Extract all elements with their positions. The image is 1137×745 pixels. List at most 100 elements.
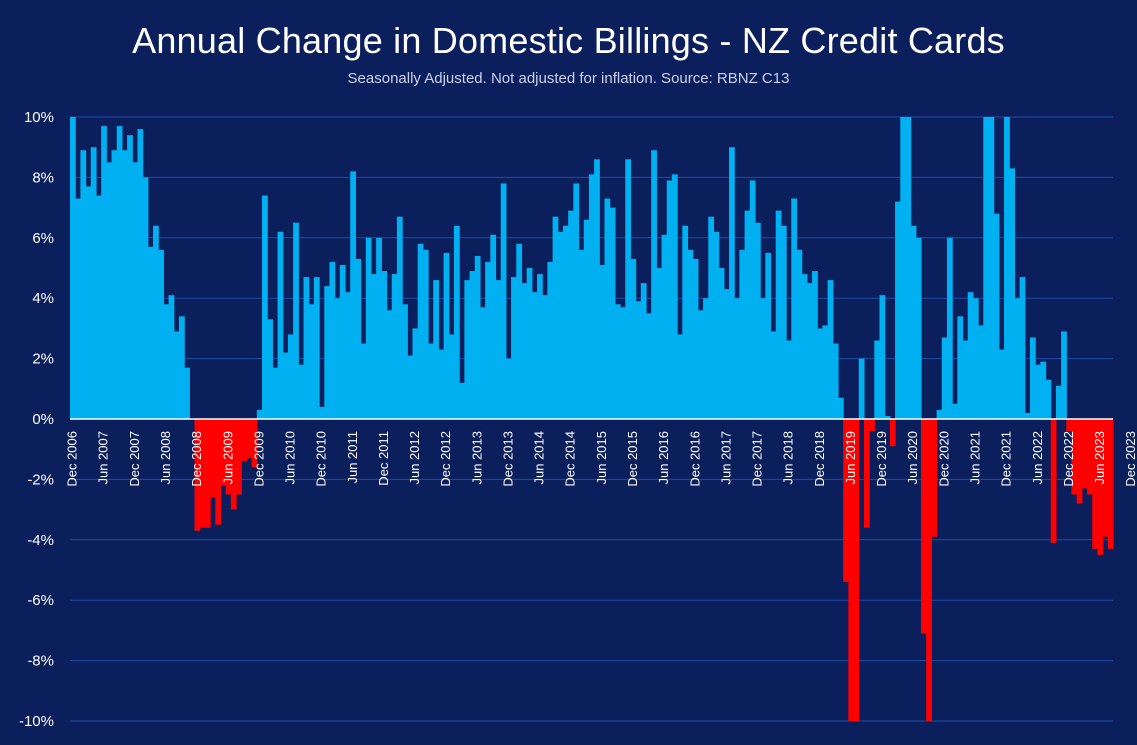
x-tick-label: Dec 2015 [625, 431, 640, 487]
bar [697, 310, 704, 419]
bar [448, 334, 455, 419]
bar [490, 234, 497, 419]
bar [287, 334, 294, 419]
bar [365, 237, 372, 419]
x-tick-label: Jun 2021 [967, 431, 982, 485]
bar [428, 343, 434, 419]
bar [915, 237, 922, 419]
bar [121, 150, 128, 419]
bar [692, 258, 699, 419]
bar [713, 231, 720, 419]
bar [1107, 419, 1114, 549]
bar [267, 319, 273, 419]
bar [568, 210, 574, 419]
bar [583, 219, 590, 419]
bar [402, 304, 408, 419]
bar [625, 159, 632, 419]
x-tick-label: Jun 2019 [843, 431, 858, 485]
bar [552, 216, 559, 419]
bar [666, 180, 673, 419]
bar [801, 274, 808, 419]
bar [531, 292, 538, 419]
bar [293, 222, 299, 419]
bar [573, 183, 580, 419]
bar [511, 277, 517, 419]
bar [858, 358, 865, 419]
gridlines [70, 116, 1113, 722]
x-tick-label: Jun 2022 [1030, 431, 1045, 485]
y-tick-label: -4% [27, 532, 54, 549]
bar [630, 258, 637, 419]
bar [832, 343, 839, 419]
bar [106, 162, 113, 420]
bar [547, 261, 554, 419]
bar [95, 195, 102, 419]
bar [210, 419, 216, 498]
bar [153, 225, 159, 419]
x-tick-label: Jun 2018 [781, 431, 796, 485]
bar [1024, 412, 1031, 419]
bar [329, 261, 336, 419]
bar [184, 367, 190, 419]
bar [729, 147, 735, 419]
bar [978, 325, 984, 419]
x-tick-label: Dec 2016 [687, 431, 702, 487]
bar [1102, 419, 1109, 537]
bar [962, 340, 969, 419]
bar [241, 419, 248, 462]
bar [578, 249, 585, 419]
bar [376, 237, 382, 419]
bar [921, 419, 927, 634]
bar [754, 222, 761, 419]
bar [1004, 117, 1010, 419]
bar [479, 307, 486, 419]
bar [620, 307, 626, 419]
x-tick-label: Jun 2014 [532, 431, 547, 485]
bar [827, 280, 834, 419]
x-tick-label: Dec 2007 [127, 431, 142, 487]
x-tick-label: Dec 2013 [500, 431, 515, 487]
bar [1087, 419, 1093, 495]
bar [900, 117, 907, 419]
bar [127, 135, 133, 419]
bar [562, 225, 569, 419]
bar [178, 316, 185, 419]
y-tick-label: -6% [27, 592, 54, 609]
bar [884, 415, 891, 419]
bar [988, 117, 995, 419]
bar [500, 183, 507, 419]
bar [1019, 277, 1026, 419]
bar [1076, 419, 1083, 504]
bar [957, 316, 964, 419]
bar [90, 147, 97, 419]
bar [796, 249, 803, 419]
bar [791, 198, 798, 419]
chart-subtitle: Seasonally Adjusted. Not adjusted for in… [347, 70, 790, 87]
bar [204, 419, 211, 528]
bar [848, 419, 855, 721]
bar [360, 343, 367, 419]
bar [1035, 364, 1041, 419]
bar [407, 355, 414, 419]
bar [837, 397, 844, 419]
bar [853, 419, 860, 721]
bar [765, 252, 772, 419]
bar [298, 364, 305, 419]
bar [1081, 419, 1088, 489]
bar [926, 419, 932, 721]
bar [262, 195, 268, 419]
bar [422, 249, 429, 419]
bar [505, 358, 512, 419]
y-tick-label: 2% [32, 351, 54, 368]
bar [516, 243, 523, 419]
bar [70, 117, 76, 419]
bar [869, 419, 875, 432]
bar [277, 231, 284, 419]
bar [443, 252, 450, 419]
x-tick-label: Jun 2010 [283, 431, 298, 485]
x-tick-label: Jun 2011 [345, 431, 360, 484]
y-tick-label: 8% [32, 169, 54, 186]
y-tick-label: 4% [32, 290, 54, 307]
bar [895, 201, 901, 419]
bar [760, 298, 766, 419]
